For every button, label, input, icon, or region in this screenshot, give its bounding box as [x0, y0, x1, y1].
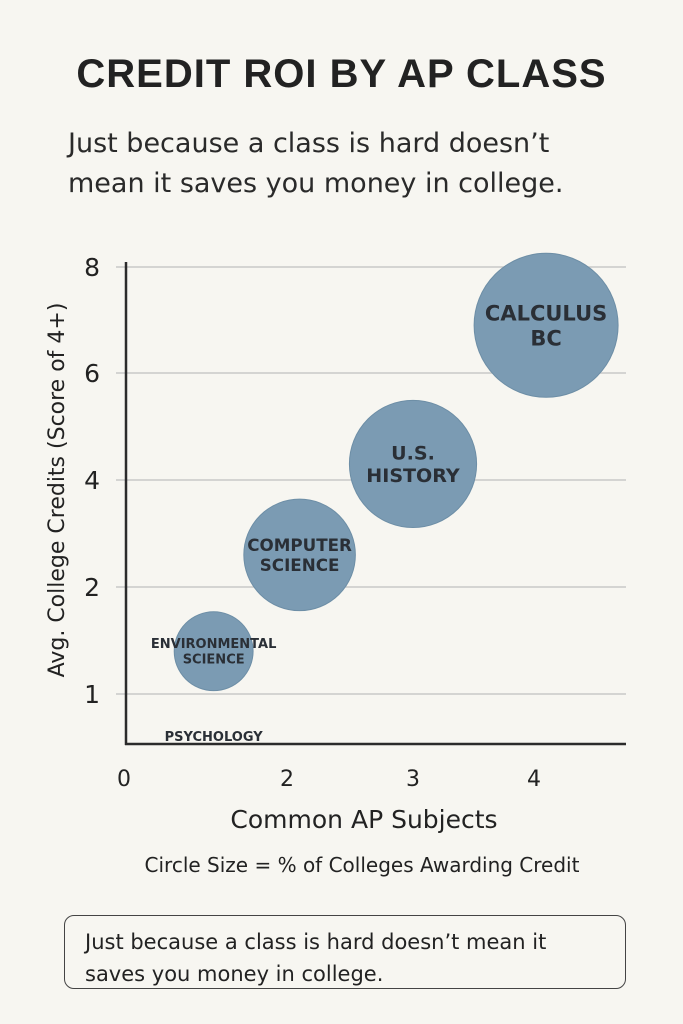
y-tick-label: 6 — [84, 359, 100, 388]
chart-title: CREDIT ROI BY AP CLASS — [76, 52, 607, 96]
y-tick-label: 2 — [84, 573, 100, 602]
bubble-calculus-bc — [473, 252, 619, 398]
x-axis-title: Common AP Subjects — [230, 805, 497, 834]
bubble-label-calculus-bc: CALCULUS BC — [485, 301, 607, 350]
bubble-environmental-science — [173, 611, 254, 692]
chart-subtitle: Just because a class is hard doesn’t mea… — [68, 128, 564, 199]
bubble-label-computer-science: COMPUTER SCIENCE — [247, 535, 352, 575]
bubble-label-u-s-history: U.S. HISTORY — [366, 443, 460, 488]
bubble-label-environmental-science: ENVIRONMENTAL SCIENCE — [151, 637, 277, 667]
takeaway-note: Just because a class is hard doesn’t mea… — [64, 915, 626, 989]
x-tick-label: 0 — [117, 767, 131, 792]
bubble-computer-science — [243, 498, 356, 612]
size-legend-caption: Circle Size = % of Colleges Awarding Cre… — [145, 853, 580, 877]
bubble-u-s-history — [348, 399, 478, 529]
x-tick-label: 3 — [406, 767, 420, 792]
y-tick-label: 8 — [84, 253, 100, 282]
bubble-chart: 1 2 4 6 8 0 2 3 4 Common AP Subjects Avg. College … — [45, 252, 626, 877]
y-tick-label: 1 — [84, 680, 100, 709]
bubble-label-psychology: PSYCHOLOGY — [165, 730, 264, 745]
x-tick-label: 2 — [280, 767, 294, 792]
x-tick-label: 4 — [527, 767, 541, 792]
y-axis-title: Avg. College Credits (Score of 4+) — [45, 303, 70, 678]
y-tick-label: 4 — [84, 466, 100, 495]
